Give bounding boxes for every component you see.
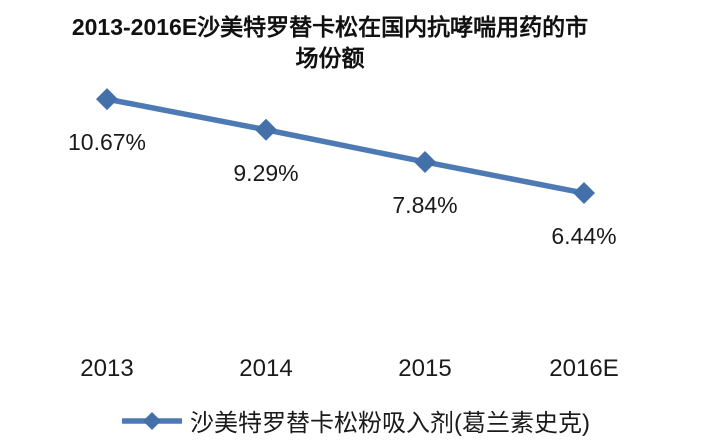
series-line [104, 96, 587, 196]
data-point-marker [414, 150, 436, 173]
legend-label: 沙美特罗替卡松粉吸入剂(葛兰素史克) [190, 410, 590, 437]
data-point-marker [96, 88, 118, 111]
data-label-2014: 9.29% [233, 159, 299, 186]
x-axis-label-2016e: 2016E [549, 355, 619, 382]
chart-title: 2013-2016E沙美特罗替卡松在国内抗哮喘用药的市 场份额 [71, 14, 589, 71]
x-axis-label-2015: 2015 [398, 355, 452, 382]
x-axis-label-2013: 2013 [80, 355, 134, 382]
data-point-marker [255, 118, 277, 141]
legend-line-diamond-icon [122, 411, 182, 430]
legend: 沙美特罗替卡松粉吸入剂(葛兰素史克) [0, 403, 712, 438]
data-point-marker [573, 182, 595, 205]
data-label-2016e: 6.44% [551, 223, 617, 250]
data-label-2015: 7.84% [392, 191, 458, 218]
data-label-2013: 10.67% [67, 129, 147, 156]
x-axis-label-2014: 2014 [239, 355, 293, 382]
